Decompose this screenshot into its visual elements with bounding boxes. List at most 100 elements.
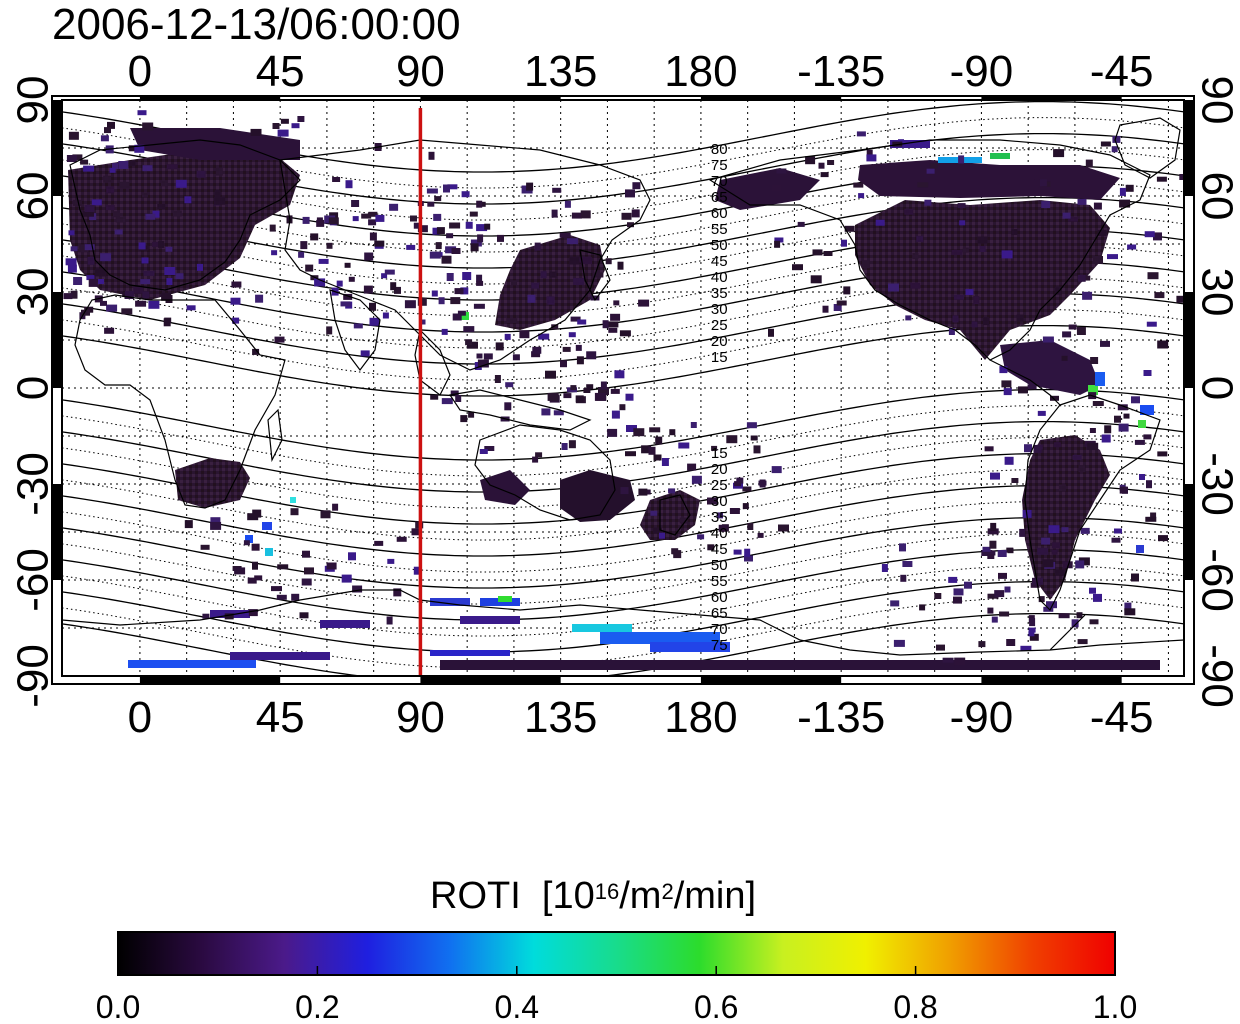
- roti-cell: [1062, 356, 1068, 361]
- roti-cell: [1037, 548, 1048, 555]
- roti-cell: [1107, 254, 1118, 259]
- roti-cell: [936, 645, 945, 651]
- roti-cell: [275, 337, 285, 343]
- roti-cell: [405, 300, 416, 308]
- roti-cell: [998, 550, 1007, 557]
- roti-cell: [1042, 559, 1053, 567]
- roti-cell: [1006, 639, 1015, 646]
- roti-cell: [292, 123, 300, 128]
- roti-cell: [776, 169, 786, 174]
- roti-cell: [460, 415, 467, 422]
- roti-cell: [278, 130, 289, 137]
- roti-cell: [563, 347, 571, 352]
- roti-cell: [202, 614, 209, 619]
- contour-label-north: 60: [711, 205, 728, 222]
- roti-cell: [305, 265, 313, 272]
- roti-cell: [442, 398, 453, 404]
- contour-label-north: 70: [711, 173, 728, 190]
- roti-cell: [827, 160, 834, 165]
- roti-cell: [129, 161, 136, 166]
- roti-cell: [116, 217, 126, 223]
- roti-cell: [1114, 529, 1122, 534]
- roti-cell: [92, 199, 102, 205]
- roti-cell: [625, 189, 635, 197]
- roti-cell: [1055, 570, 1065, 576]
- roti-cell: [463, 326, 474, 332]
- roti-cell: [917, 182, 928, 187]
- roti-cell: [1120, 487, 1128, 494]
- roti-cell: [110, 168, 116, 173]
- colorbar: 0.0 0.2 0.4 0.6 0.8 1.0: [96, 932, 1137, 1024]
- roti-cell: [98, 279, 104, 284]
- x-label-top: -45: [1090, 47, 1154, 96]
- roti-cell: [326, 326, 332, 334]
- colorbar-tick-label: 0.6: [694, 989, 738, 1024]
- roti-antarctic-green-1: [498, 596, 512, 602]
- roti-cell: [1018, 386, 1028, 393]
- roti-cell: [349, 277, 355, 282]
- roti-cell: [1038, 411, 1046, 416]
- y-label-left: -30: [9, 452, 58, 516]
- contour-label-north: 45: [711, 253, 728, 270]
- roti-cell: [837, 301, 847, 306]
- roti-cell: [496, 342, 504, 350]
- roti-cell: [430, 395, 438, 400]
- roti-cell: [973, 296, 979, 304]
- roti-cell: [1002, 250, 1013, 258]
- roti-cell: [819, 163, 825, 169]
- roti-cell: [910, 283, 920, 289]
- roti-cell: [824, 251, 833, 256]
- roti-cell: [736, 478, 743, 484]
- roti-cell: [442, 329, 448, 335]
- roti-cell: [930, 163, 938, 168]
- roti-cell: [450, 297, 460, 304]
- roti-cell: [638, 300, 649, 307]
- roti-cell: [106, 205, 115, 210]
- contour-label-north: 20: [711, 333, 728, 350]
- colorbar-title-unit-exp2: 2: [661, 879, 673, 904]
- roti-cell: [726, 435, 737, 443]
- roti-cell: [1143, 434, 1151, 439]
- roti-cell: [1124, 414, 1130, 419]
- roti-cell: [176, 180, 187, 188]
- roti-cell: [310, 233, 318, 240]
- roti-cell: [484, 353, 493, 359]
- x-label-bottom: 0: [128, 693, 152, 742]
- roti-cell: [298, 252, 304, 258]
- roti-cell: [1086, 160, 1093, 168]
- roti-cell: [1049, 525, 1060, 533]
- roti-cell: [1005, 587, 1011, 593]
- roti-cell: [659, 533, 665, 539]
- roti-cell: [176, 273, 184, 279]
- roti-cell: [626, 394, 634, 401]
- roti-cell: [142, 258, 149, 264]
- roti-cell: [900, 575, 906, 582]
- roti-cell: [1094, 203, 1102, 210]
- roti-cell: [662, 458, 669, 466]
- roti-cell: [103, 176, 111, 183]
- roti-cell: [410, 216, 417, 222]
- roti-cell: [327, 563, 337, 570]
- roti-spot-blue-south-atlantic: [1136, 545, 1144, 553]
- roti-cell: [1102, 435, 1111, 443]
- roti-cell: [1005, 457, 1014, 465]
- roti-cell: [197, 171, 206, 178]
- roti-cell: [462, 272, 471, 280]
- roti-cell: [978, 237, 988, 244]
- roti-region-north-america-north: [858, 160, 1120, 200]
- roti-cell: [1087, 443, 1098, 450]
- roti-cell: [890, 600, 899, 606]
- roti-cell: [990, 523, 996, 531]
- roti-cell: [374, 241, 384, 247]
- x-label-top: 90: [396, 47, 445, 96]
- roti-cell: [586, 384, 593, 389]
- roti-cell: [113, 211, 120, 217]
- roti-cell: [452, 248, 461, 254]
- roti-spot-cyan-indian-2: [290, 497, 296, 503]
- roti-cell: [142, 123, 153, 131]
- roti-cell: [560, 233, 571, 238]
- roti-cell: [687, 464, 696, 471]
- roti-cell: [436, 242, 442, 249]
- roti-cell: [1093, 594, 1102, 602]
- roti-cell: [613, 300, 619, 305]
